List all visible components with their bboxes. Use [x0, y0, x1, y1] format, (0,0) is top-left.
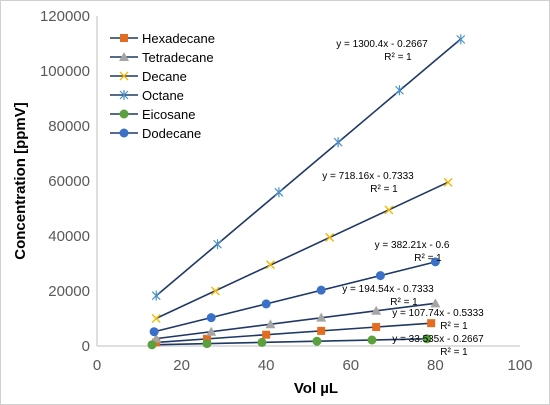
- data-point-octane: [395, 85, 404, 96]
- legend-marker-dodecane: [119, 128, 129, 138]
- x-tick-label: 100: [507, 357, 532, 374]
- data-point-eicosane: [367, 335, 377, 345]
- legend-marker-hexadecane: [120, 34, 128, 42]
- data-point-hexadecane: [372, 323, 381, 332]
- x-tick-label: 0: [93, 357, 101, 374]
- y-tick-label: 100000: [40, 63, 90, 80]
- data-point-dodecane: [375, 271, 385, 281]
- data-point-decane: [151, 314, 161, 323]
- x-tick-label: 60: [342, 357, 359, 374]
- legend: Hexadecane Tetradecane Decane Octane Eicosan…: [110, 31, 215, 141]
- r-squared-hexadecane: R² = 1: [440, 321, 468, 332]
- data-point-decane: [265, 260, 275, 270]
- y-tick-label: 80000: [48, 118, 90, 135]
- legend-label-eicosane: Eicosane: [142, 107, 195, 122]
- data-point-dodecane: [149, 327, 159, 337]
- equation-decane: y = 718.16x - 0.7333: [322, 171, 414, 182]
- x-tick-label: 40: [258, 357, 275, 374]
- y-axis-label: Concentration [ppmV]: [12, 102, 29, 260]
- x-tick-label: 80: [427, 357, 444, 374]
- legend-label-tetradecane: Tetradecane: [142, 50, 214, 65]
- data-point-eicosane: [422, 334, 432, 344]
- fit-line-eicosane: [151, 338, 427, 346]
- data-point-dodecane: [316, 285, 326, 295]
- data-point-hexadecane: [427, 319, 436, 328]
- data-point-dodecane: [206, 313, 216, 323]
- data-point-eicosane: [147, 340, 157, 350]
- equation-octane: y = 1300.4x - 0.2667: [336, 39, 428, 50]
- data-point-hexadecane: [317, 326, 326, 335]
- data-point-dodecane: [430, 257, 440, 267]
- data-point-tetradecane: [265, 319, 276, 329]
- fit-line-tetradecane: [156, 302, 436, 340]
- legend-marker-decane: [119, 71, 129, 81]
- legend-label-dodecane: Dodecane: [142, 126, 201, 141]
- fit-line-octane: [155, 38, 462, 297]
- fit-line-dodecane: [153, 261, 436, 333]
- legend-marker-octane: [119, 90, 129, 100]
- data-point-decane: [384, 205, 394, 215]
- y-tick-label: 60000: [48, 173, 90, 190]
- data-point-octane: [274, 187, 284, 198]
- fit-lines: [151, 38, 462, 346]
- legend-marker-tetradecane: [119, 52, 129, 61]
- data-point-hexadecane: [262, 330, 271, 339]
- data-point-eicosane: [202, 339, 212, 349]
- data-markers: [147, 34, 466, 350]
- data-point-eicosane: [257, 337, 267, 347]
- data-point-tetradecane: [316, 312, 327, 322]
- data-point-octane: [213, 239, 222, 250]
- equation-eicosane: y = 33.535x - 0.2667: [392, 334, 484, 345]
- r-squared-octane: R² = 1: [384, 52, 412, 63]
- legend-label-decane: Decane: [142, 69, 187, 84]
- data-point-eicosane: [312, 336, 322, 346]
- y-tick-label: 0: [82, 338, 90, 355]
- data-point-octane: [333, 137, 343, 148]
- data-point-decane: [210, 286, 220, 296]
- fit-line-decane: [155, 181, 449, 320]
- fit-line-hexadecane: [156, 322, 432, 344]
- data-point-dodecane: [261, 299, 271, 309]
- r-squared-eicosane: R² = 1: [440, 347, 468, 358]
- y-tick-label: 120000: [40, 8, 90, 25]
- data-point-tetradecane: [371, 305, 382, 315]
- equation-hexadecane: y = 107.74x - 0.5333: [392, 308, 484, 319]
- r-squared-tetradecane: R² = 1: [390, 297, 418, 308]
- legend-marker-eicosane: [119, 109, 129, 119]
- y-tick-label: 20000: [48, 283, 90, 300]
- data-point-decane: [443, 177, 453, 187]
- data-point-tetradecane: [206, 326, 217, 336]
- data-point-octane: [151, 290, 161, 301]
- legend-label-octane: Octane: [142, 88, 184, 103]
- data-point-tetradecane: [430, 298, 441, 308]
- data-point-tetradecane: [151, 333, 162, 343]
- data-point-hexadecane: [202, 334, 211, 343]
- equation-tetradecane: y = 194.54x - 0.7333: [342, 284, 434, 295]
- axes: 0 20000 40000 60000 80000 100000 120000 0 20 40 60…: [40, 8, 533, 374]
- r-squared-decane: R² = 1: [370, 184, 398, 195]
- x-tick-label: 20: [173, 357, 190, 374]
- y-tick-label: 40000: [48, 228, 90, 245]
- data-point-decane: [325, 232, 335, 242]
- r-squared-dodecane: R² = 1: [414, 253, 442, 264]
- legend-label-hexadecane: Hexadecane: [142, 31, 215, 46]
- x-axis-label: Vol µL: [294, 380, 338, 397]
- equation-dodecane: y = 382.21x - 0.6: [375, 240, 450, 251]
- data-point-octane: [456, 34, 466, 45]
